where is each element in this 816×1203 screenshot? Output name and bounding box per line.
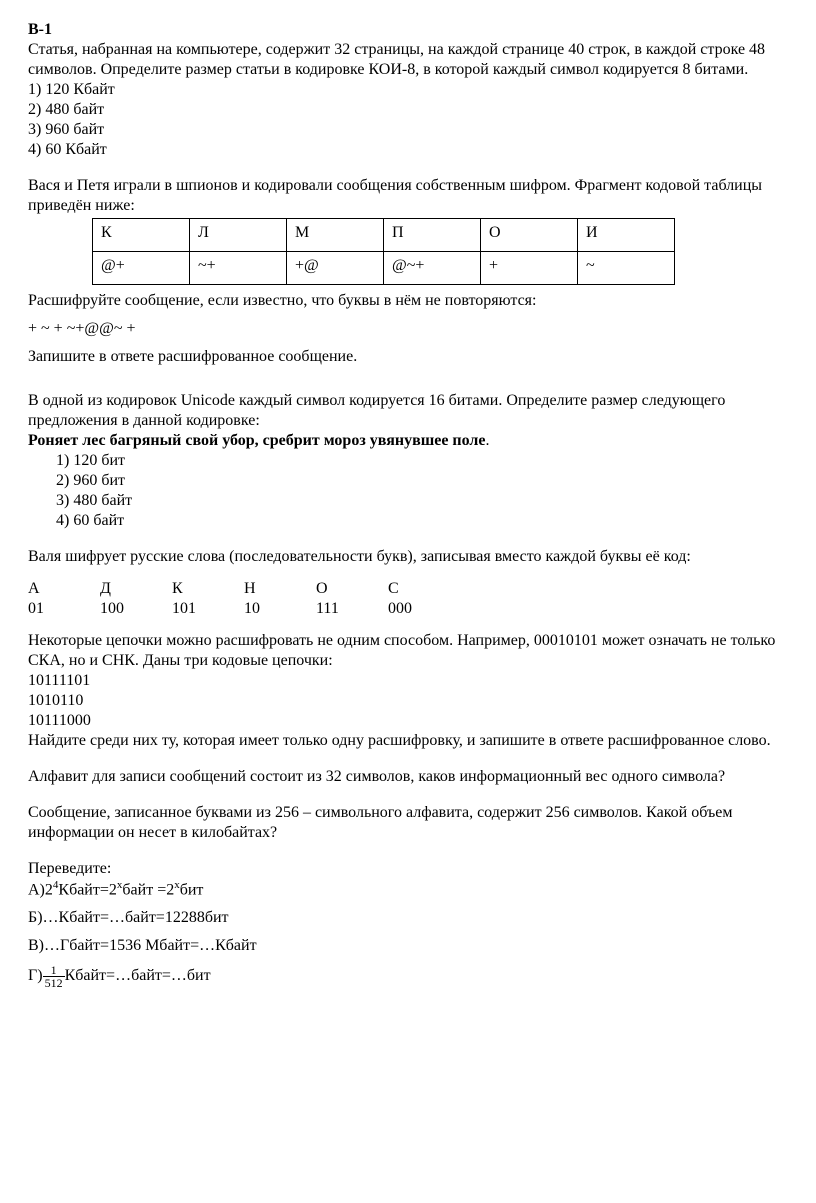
code-cell: 000: [388, 599, 460, 619]
q3-bold-sentence: Роняет лес багряный свой убор, сребрит м…: [28, 432, 486, 449]
q1-text: Статья, набранная на компьютере, содержи…: [28, 40, 788, 80]
q7-a-end: бит: [180, 881, 204, 898]
code-cell: 101: [172, 599, 244, 619]
q7-a: А)24Кбайт=2xбайт =2xбит: [28, 879, 788, 900]
table-code-cell: @~+: [384, 252, 481, 285]
table-code-cell: @+: [93, 252, 190, 285]
table-header-cell: О: [481, 219, 578, 252]
letter-cell: Д: [100, 579, 172, 599]
q3-opt3: 3) 480 байт: [56, 491, 788, 511]
q7-a-pre: А)2: [28, 881, 53, 898]
q3-intro: В одной из кодировок Unicode каждый симв…: [28, 391, 788, 431]
q2-line2: Запишите в ответе расшифрованное сообщен…: [28, 347, 788, 367]
q4-chain3: 10111000: [28, 711, 788, 731]
q1-opt4: 4) 60 Кбайт: [28, 140, 788, 160]
q2-cipher: + ~ + ~+@@~ +: [28, 319, 788, 339]
table-header-cell: И: [578, 219, 675, 252]
q7-g: Г)1512Кбайт=…байт=…бит: [28, 964, 788, 989]
code-cell: 01: [28, 599, 100, 619]
table-header-cell: К: [93, 219, 190, 252]
table-code-cell: +: [481, 252, 578, 285]
q5-text: Алфавит для записи сообщений состоит из …: [28, 767, 788, 787]
q4-chain1: 10111101: [28, 671, 788, 691]
q7-a-mid1: Кбайт=2: [58, 881, 117, 898]
table-code-cell: ~+: [190, 252, 287, 285]
q4-p1: Некоторые цепочки можно расшифровать не …: [28, 631, 788, 671]
q6-text: Сообщение, записанное буквами из 256 – с…: [28, 803, 788, 843]
q1-opt3: 3) 960 байт: [28, 120, 788, 140]
letter-cell: Н: [244, 579, 316, 599]
fraction-icon: 1512: [43, 964, 65, 989]
q3-opt4: 4) 60 байт: [56, 511, 788, 531]
q2-line1: Расшифруйте сообщение, если известно, чт…: [28, 291, 788, 311]
code-cell: 10: [244, 599, 316, 619]
q7-g-rest: Кбайт=…байт=…бит: [65, 968, 211, 985]
fraction-den: 512: [43, 977, 65, 989]
q1-opt1: 1) 120 Кбайт: [28, 80, 788, 100]
variant-heading: В-1: [28, 20, 788, 40]
q3-opt2: 2) 960 бит: [56, 471, 788, 491]
q3-boldline: Роняет лес багряный свой убор, сребрит м…: [28, 431, 788, 451]
letter-cell: А: [28, 579, 100, 599]
q7-g-pre: Г): [28, 968, 43, 985]
q4-letter-codes: А Д К Н О С 01 100 101 10 111 000: [28, 579, 460, 619]
letter-cell: С: [388, 579, 460, 599]
q4-chain2: 1010110: [28, 691, 788, 711]
letter-cell: О: [316, 579, 388, 599]
table-code-cell: +@: [287, 252, 384, 285]
q7-title: Переведите:: [28, 859, 788, 879]
q3-period: .: [486, 432, 490, 449]
q3-opt1: 1) 120 бит: [56, 451, 788, 471]
table-header-cell: Л: [190, 219, 287, 252]
q2-code-table: К Л М П О И @+ ~+ +@ @~+ + ~: [92, 218, 675, 285]
q7-c: В)…Гбайт=1536 Мбайт=…Кбайт: [28, 936, 788, 956]
q7-b: Б)…Кбайт=…байт=12288бит: [28, 908, 788, 928]
code-cell: 100: [100, 599, 172, 619]
table-header-cell: П: [384, 219, 481, 252]
q4-intro: Валя шифрует русские слова (последовател…: [28, 547, 788, 567]
letter-cell: К: [172, 579, 244, 599]
code-cell: 111: [316, 599, 388, 619]
table-header-cell: М: [287, 219, 384, 252]
table-code-cell: ~: [578, 252, 675, 285]
q2-intro: Вася и Петя играли в шпионов и кодировал…: [28, 176, 788, 216]
q4-p2: Найдите среди них ту, которая имеет толь…: [28, 731, 788, 751]
q1-opt2: 2) 480 байт: [28, 100, 788, 120]
q7-a-mid2: байт =2: [122, 881, 174, 898]
